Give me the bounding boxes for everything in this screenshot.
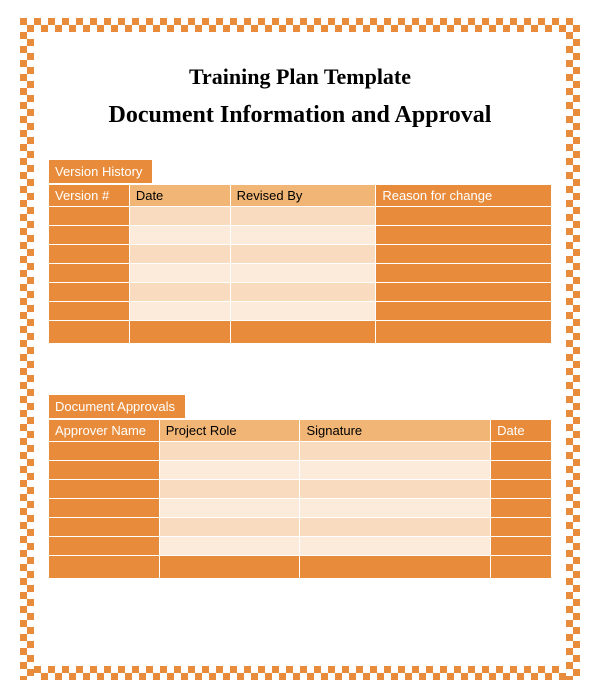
version-history-cell	[376, 283, 551, 301]
document-approvals-row	[49, 442, 551, 460]
version-history-row	[49, 226, 551, 244]
version-history-cell	[376, 264, 551, 282]
document-approvals-cell	[491, 518, 551, 536]
version-history-footer-cell	[231, 321, 376, 343]
document-approvals-cell	[160, 499, 300, 517]
document-approvals-table: Approver NameProject RoleSignatureDate	[48, 419, 552, 579]
document-approvals-cell	[491, 499, 551, 517]
version-history-cell	[49, 226, 129, 244]
document-approvals-cell	[491, 442, 551, 460]
version-history-cell	[376, 245, 551, 263]
version-history-row	[49, 245, 551, 263]
document-approvals-footer-cell	[491, 556, 551, 578]
version-history-row	[49, 207, 551, 225]
document-approvals-cell	[160, 518, 300, 536]
document-approvals-footer-cell	[160, 556, 300, 578]
document-approvals-header-cell: Date	[491, 420, 551, 441]
document-approvals-section: Document Approvals Approver NameProject …	[34, 394, 566, 579]
document-approvals-row	[49, 518, 551, 536]
document-approvals-row	[49, 499, 551, 517]
content-area: Training Plan Template Document Informat…	[34, 32, 566, 666]
version-history-cell	[49, 302, 129, 320]
version-history-section: Version History Version #DateRevised ByR…	[34, 159, 566, 344]
document-approvals-row	[49, 537, 551, 555]
document-approvals-cell	[491, 480, 551, 498]
document-approvals-cell	[300, 461, 490, 479]
border-top	[20, 18, 580, 32]
document-approvals-tab: Document Approvals	[48, 394, 186, 419]
document-approvals-header-cell: Signature	[300, 420, 490, 441]
version-history-footer-cell	[130, 321, 230, 343]
version-history-cell	[231, 302, 376, 320]
version-history-cell	[376, 207, 551, 225]
version-history-cell	[231, 226, 376, 244]
version-history-cell	[49, 264, 129, 282]
version-history-cell	[130, 283, 230, 301]
document-approvals-row	[49, 461, 551, 479]
version-history-cell	[130, 302, 230, 320]
page-title: Training Plan Template	[34, 64, 566, 90]
version-history-header-cell: Reason for change	[376, 185, 551, 206]
document-approvals-cell	[160, 537, 300, 555]
version-history-footer-row	[49, 321, 551, 343]
document-approvals-cell	[300, 480, 490, 498]
document-approvals-cell	[49, 518, 159, 536]
version-history-cell	[376, 226, 551, 244]
document-page: Training Plan Template Document Informat…	[20, 18, 580, 680]
version-history-row	[49, 302, 551, 320]
document-approvals-footer-cell	[49, 556, 159, 578]
version-history-row	[49, 264, 551, 282]
document-approvals-cell	[300, 442, 490, 460]
version-history-tab: Version History	[48, 159, 153, 184]
version-history-footer-cell	[49, 321, 129, 343]
document-approvals-cell	[300, 499, 490, 517]
version-history-cell	[130, 245, 230, 263]
document-approvals-cell	[300, 518, 490, 536]
version-history-cell	[231, 207, 376, 225]
document-approvals-cell	[491, 461, 551, 479]
version-history-cell	[231, 283, 376, 301]
document-approvals-cell	[49, 537, 159, 555]
border-left	[20, 18, 34, 680]
version-history-cell	[49, 283, 129, 301]
version-history-row	[49, 283, 551, 301]
document-approvals-cell	[160, 461, 300, 479]
document-approvals-cell	[49, 461, 159, 479]
version-history-cell	[376, 302, 551, 320]
document-approvals-cell	[160, 480, 300, 498]
document-approvals-cell	[160, 442, 300, 460]
version-history-table: Version #DateRevised ByReason for change	[48, 184, 552, 344]
version-history-cell	[130, 207, 230, 225]
document-approvals-cell	[491, 537, 551, 555]
border-right	[566, 18, 580, 680]
version-history-cell	[231, 245, 376, 263]
page-subtitle: Document Information and Approval	[34, 102, 566, 129]
document-approvals-footer-cell	[300, 556, 490, 578]
version-history-header-cell: Revised By	[231, 185, 376, 206]
document-approvals-cell	[300, 537, 490, 555]
border-bottom	[20, 666, 580, 680]
version-history-cell	[130, 226, 230, 244]
version-history-footer-cell	[376, 321, 551, 343]
version-history-header-cell: Version #	[49, 185, 129, 206]
version-history-cell	[49, 207, 129, 225]
version-history-cell	[130, 264, 230, 282]
version-history-cell	[49, 245, 129, 263]
version-history-cell	[231, 264, 376, 282]
document-approvals-cell	[49, 442, 159, 460]
document-approvals-cell	[49, 480, 159, 498]
document-approvals-footer-row	[49, 556, 551, 578]
document-approvals-cell	[49, 499, 159, 517]
version-history-header-cell: Date	[130, 185, 230, 206]
document-approvals-header-cell: Project Role	[160, 420, 300, 441]
document-approvals-header-cell: Approver Name	[49, 420, 159, 441]
document-approvals-row	[49, 480, 551, 498]
